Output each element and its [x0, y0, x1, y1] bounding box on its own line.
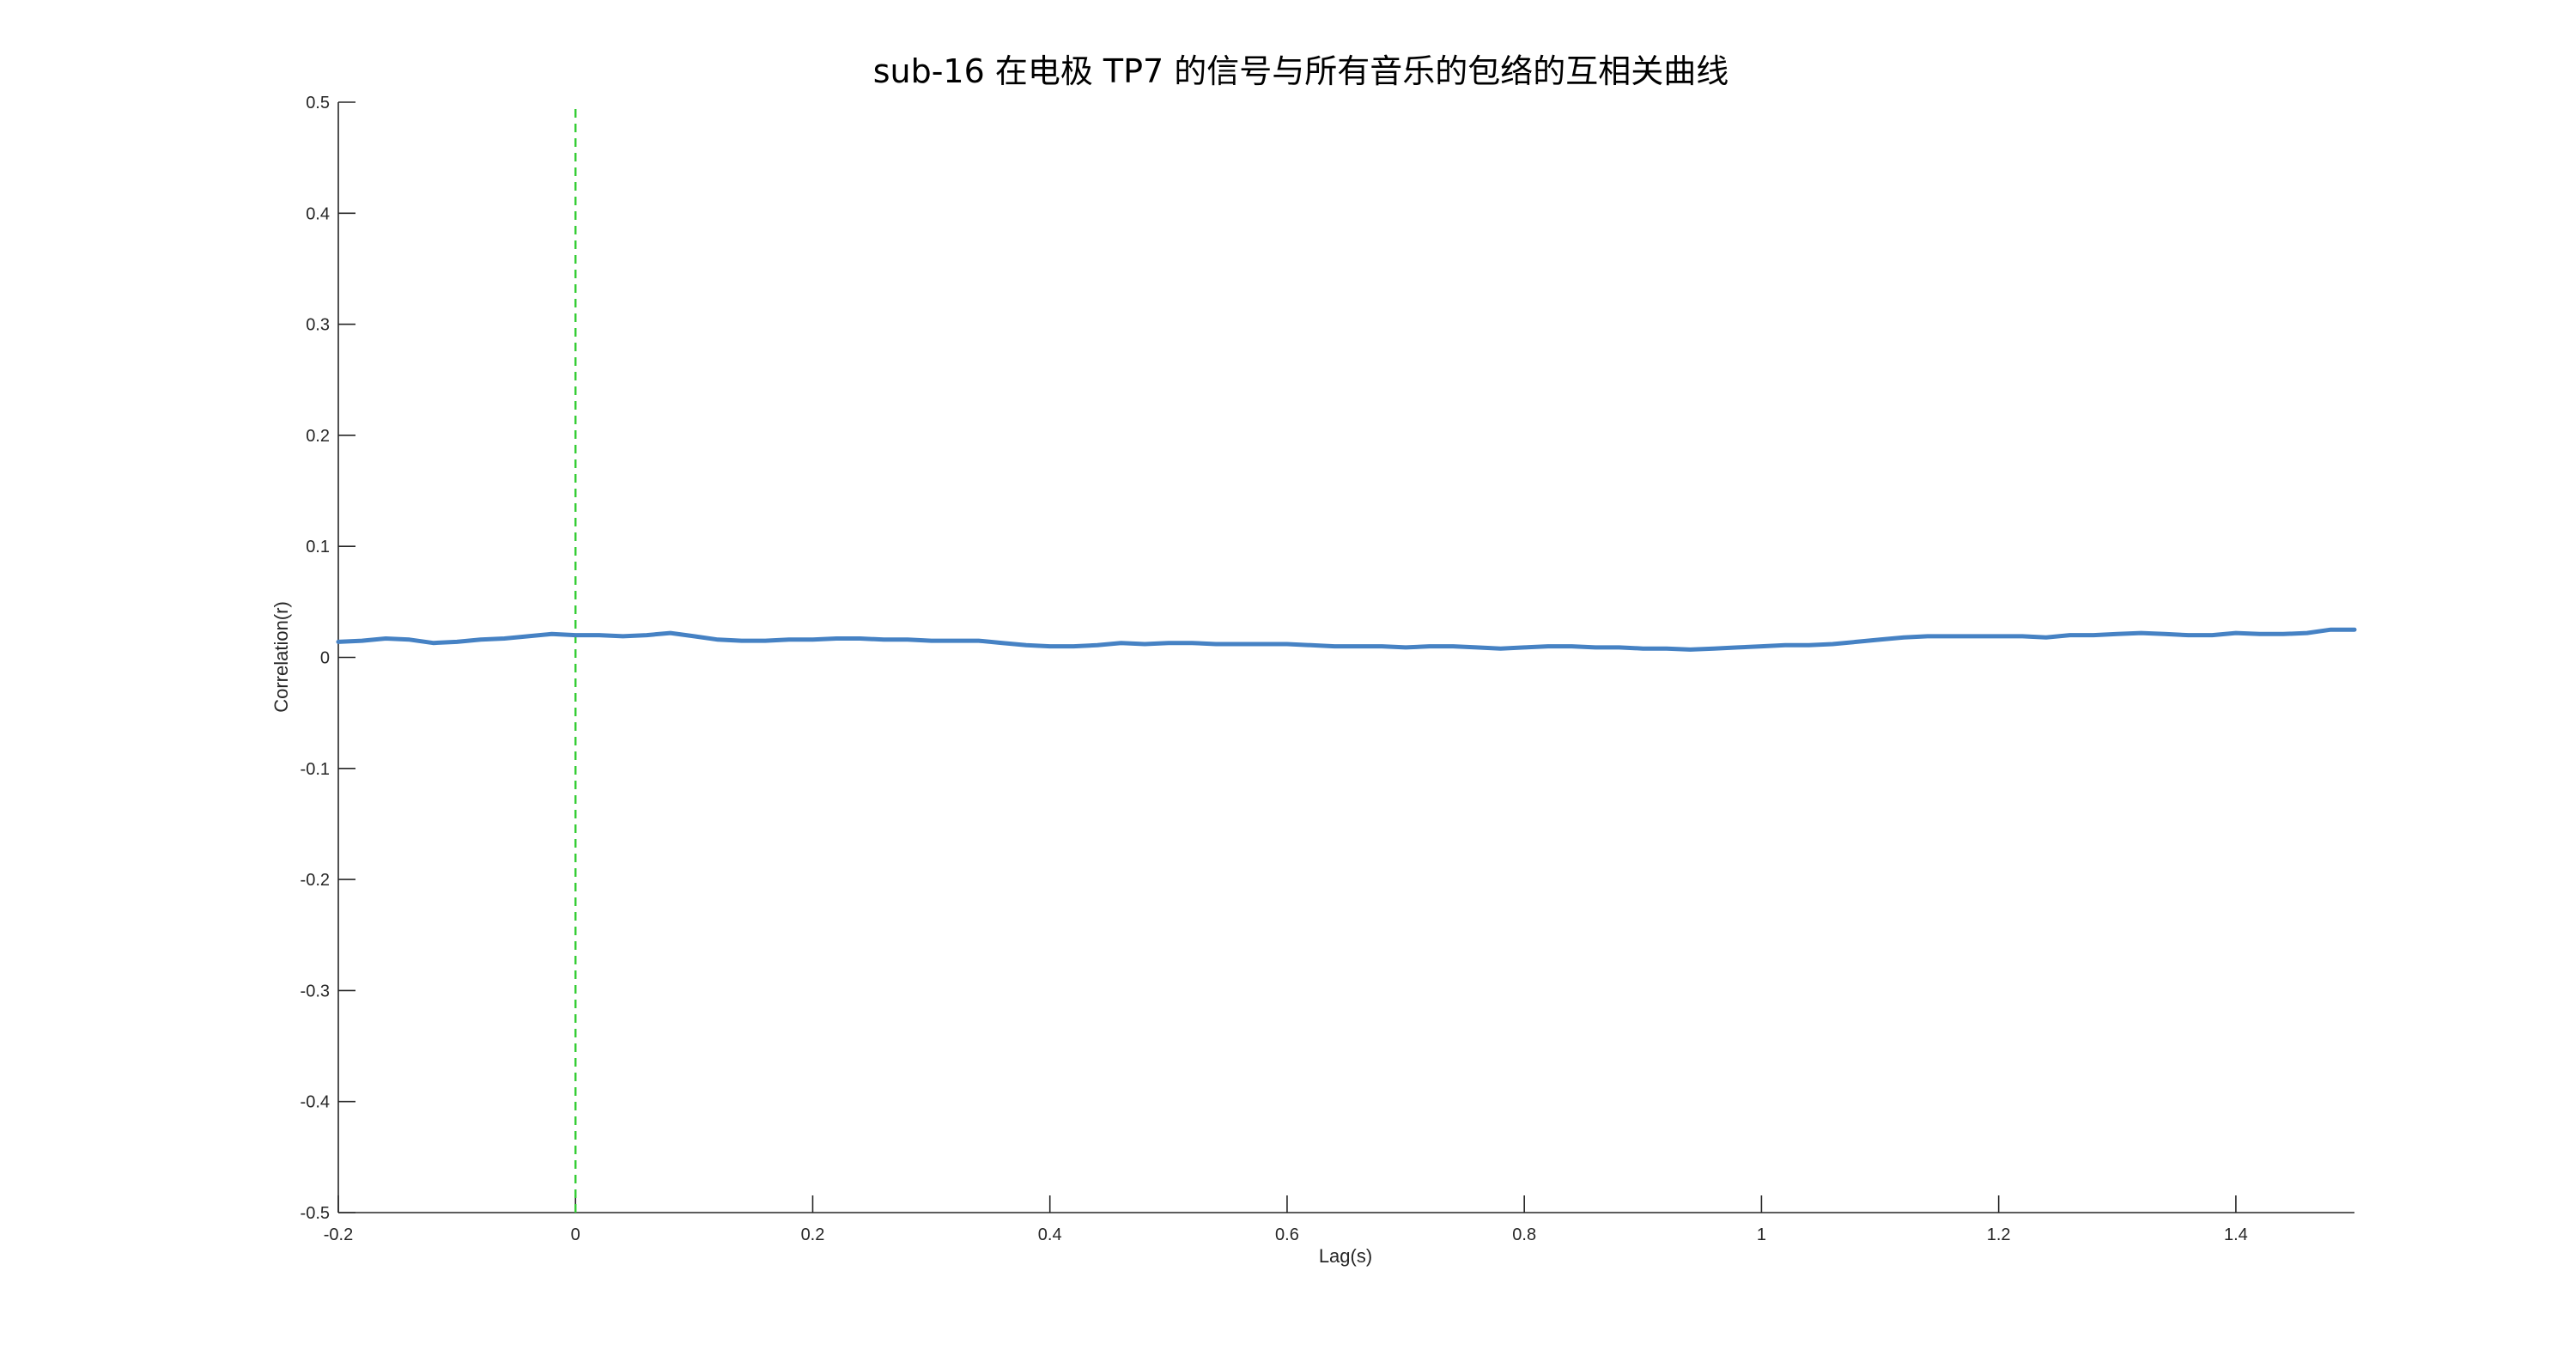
- correlation-series-line: [336, 627, 2357, 652]
- y-tick-label: -0.1: [301, 760, 330, 779]
- series: [336, 627, 2357, 652]
- x-tick-label: 0.2: [801, 1225, 825, 1244]
- y-tick-label: -0.5: [301, 1204, 330, 1223]
- x-tick-label: 1.2: [1987, 1225, 2011, 1244]
- y-tick-label: 0.1: [306, 538, 330, 556]
- y-axis-label: Correlation(r): [270, 601, 292, 713]
- x-tick-label: 0.6: [1275, 1225, 1299, 1244]
- x-tick-label: 0: [571, 1225, 580, 1244]
- y-axis-ticks: -0.5 -0.4 -0.3 -0.2 -0.1 0 0.1 0.2 0.3 0.4 0.5: [301, 94, 355, 1223]
- axes: [337, 102, 2354, 1213]
- x-tick-label: 0.4: [1038, 1225, 1062, 1244]
- x-tick-label: 0.8: [1512, 1225, 1536, 1244]
- x-axis-ticks: -0.2 0 0.2 0.4 0.6 0.8 1 1.2 1.4: [324, 1195, 2248, 1244]
- x-tick-label: 1.4: [2224, 1225, 2248, 1244]
- y-tick-label: -0.2: [301, 871, 330, 890]
- y-tick-label: 0.2: [306, 427, 330, 446]
- x-tick-label: 1: [1757, 1225, 1766, 1244]
- y-tick-label: 0.5: [306, 94, 330, 112]
- y-tick-label: -0.4: [301, 1093, 330, 1112]
- y-tick-label: 0: [320, 649, 330, 668]
- x-tick-label: -0.2: [324, 1225, 353, 1244]
- y-tick-label: 0.4: [306, 204, 330, 223]
- x-axis-label: Lag(s): [1319, 1245, 1372, 1267]
- chart-title: sub-16 在电极 TP7 的信号与所有音乐的包络的互相关曲线: [873, 52, 1729, 90]
- y-tick-label: 0.3: [306, 316, 330, 335]
- y-tick-label: -0.3: [301, 982, 330, 1000]
